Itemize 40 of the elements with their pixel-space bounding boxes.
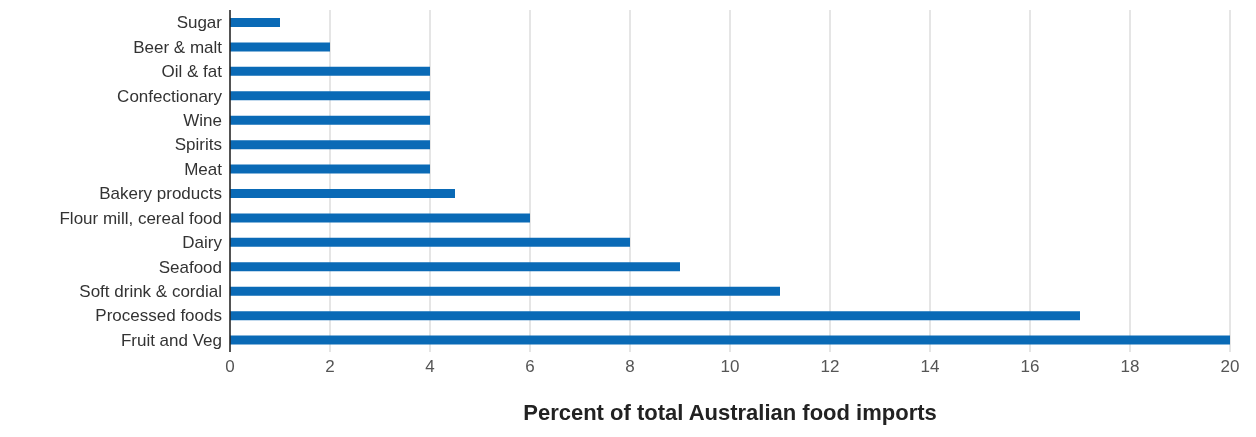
bar <box>230 66 430 76</box>
x-tick-label: 16 <box>1020 357 1040 377</box>
bar <box>230 164 430 174</box>
x-tick-label: 10 <box>720 357 740 377</box>
bar <box>230 115 430 125</box>
bar <box>230 42 330 52</box>
y-tick-label: Fruit and Veg <box>120 330 222 350</box>
y-tick-label: Beer & malt <box>133 37 223 57</box>
bar <box>230 91 430 101</box>
y-tick-label: Flour mill, cereal food <box>59 208 222 228</box>
x-tick-label: 8 <box>625 357 635 377</box>
bar <box>230 335 1230 345</box>
bar <box>230 311 1080 321</box>
y-tick-label: Wine <box>183 110 222 130</box>
x-tick-label: 18 <box>1120 357 1140 377</box>
x-tick-label: 0 <box>225 357 235 377</box>
x-axis-title: Percent of total Australian food imports <box>523 400 937 425</box>
bar <box>230 286 780 296</box>
x-tick-label: 20 <box>1220 357 1240 377</box>
y-tick-label: Bakery products <box>99 184 222 204</box>
x-tick-label: 12 <box>820 357 840 377</box>
bar <box>230 237 630 247</box>
x-tick-label: 4 <box>425 357 435 377</box>
x-tick-label: 6 <box>525 357 535 377</box>
y-tick-label: Oil & fat <box>161 62 223 82</box>
y-tick-label: Confectionary <box>117 86 223 106</box>
bar <box>230 262 680 272</box>
bar <box>230 213 530 223</box>
x-tick-label: 2 <box>325 357 335 377</box>
y-tick-label: Processed foods <box>95 306 222 326</box>
y-tick-label: Dairy <box>182 233 223 253</box>
y-tick-label: Spirits <box>174 135 222 155</box>
x-tick-label: 14 <box>920 357 940 377</box>
bar <box>230 140 430 150</box>
y-tick-label: Soft drink & cordial <box>79 281 222 301</box>
bar <box>230 18 280 27</box>
y-tick-label: Meat <box>184 159 223 179</box>
bar <box>230 189 455 198</box>
y-tick-label: Sugar <box>176 13 223 33</box>
y-tick-label: Seafood <box>158 257 222 277</box>
